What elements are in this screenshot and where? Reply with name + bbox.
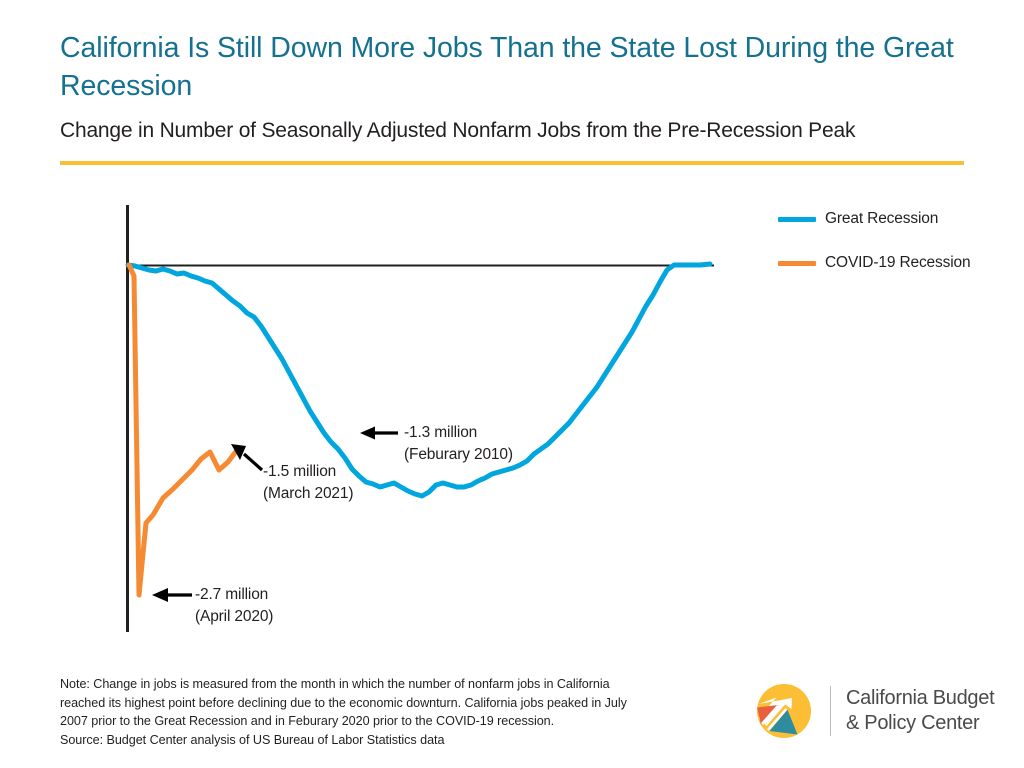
annotation-date: (April 2020) <box>195 608 274 625</box>
legend-item-covid-recession[interactable]: COVID-19 Recession <box>778 250 1018 276</box>
logo-mark-icon <box>757 684 811 738</box>
annotation-value: -1.3 million <box>404 424 478 441</box>
annotation-value: -2.7 million <box>195 586 269 603</box>
title-divider <box>60 161 964 165</box>
footnote: Note: Change in jobs is measured from th… <box>60 675 740 750</box>
logo-wordmark-line-2: & Policy Center <box>846 712 980 734</box>
series-line-covid-recession <box>126 262 240 598</box>
organization-logo: California Budget & Policy Center <box>752 678 1010 744</box>
series-line-great-recession <box>125 261 713 499</box>
annotation-date: (March 2021) <box>263 485 354 502</box>
logo-wordmark-line-1: California Budget <box>846 687 995 710</box>
annotation-date: (Feburary 2010) <box>404 446 513 463</box>
logo-divider <box>830 686 831 736</box>
annotation-arrow-covid-trough <box>152 588 192 602</box>
footnote-line-3: 2007 prior to the Great Recession and in… <box>60 714 555 729</box>
annotation-covid-trough: -2.7 million (April 2020) <box>195 584 273 628</box>
legend-item-great-recession[interactable]: Great Recession <box>778 206 1018 232</box>
legend-label-covid-recession: COVID-19 Recession <box>825 254 971 271</box>
chart-subtitle: Change in Number of Seasonally Adjusted … <box>60 119 856 142</box>
footnote-source-line: Source: Budget Center analysis of US Bur… <box>60 732 445 747</box>
annotation-value: -1.5 million <box>263 463 337 480</box>
legend-label-great-recession: Great Recession <box>825 210 939 227</box>
footnote-line-1: Note: Change in jobs is measured from th… <box>60 677 610 691</box>
logo-wordmark: California Budget & Policy Center <box>846 686 995 736</box>
annotation-covid-recovery: -1.5 million (March 2021) <box>263 461 354 505</box>
annotation-great-recession-trough: -1.3 million (Feburary 2010) <box>404 422 513 466</box>
annotation-arrow-covid-recovery <box>231 444 264 472</box>
footnote-line-2: reached its highest point before declini… <box>60 695 627 710</box>
page-title: California Is Still Down More Jobs Than … <box>60 32 954 102</box>
annotation-arrow-great-recession <box>360 426 398 440</box>
legend-swatch-covid-recession <box>778 260 816 266</box>
chart-legend: Great Recession COVID-19 Recession <box>778 206 1018 294</box>
legend-swatch-great-recession <box>778 216 816 222</box>
